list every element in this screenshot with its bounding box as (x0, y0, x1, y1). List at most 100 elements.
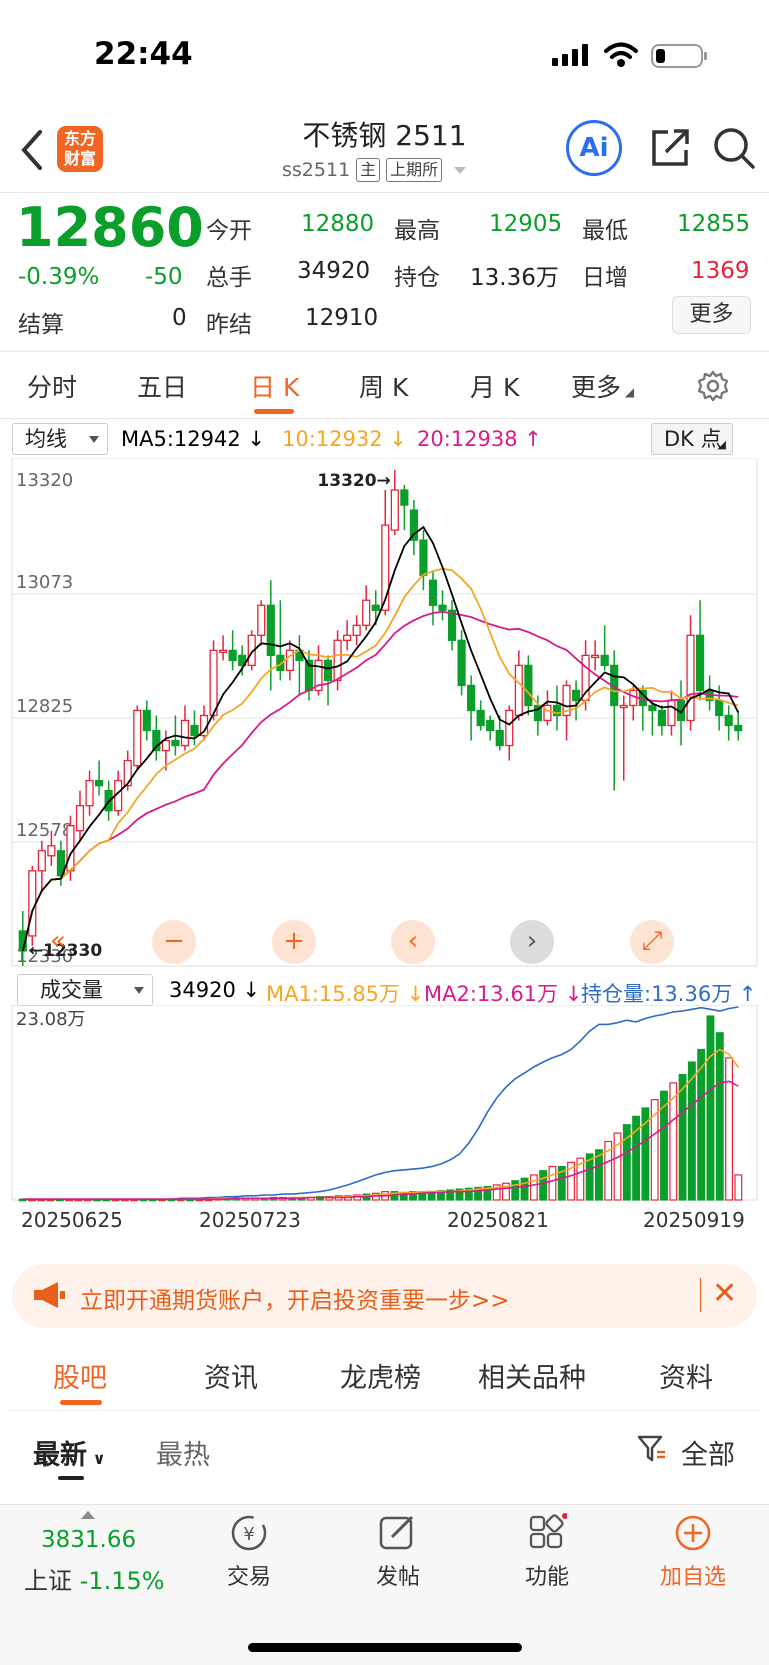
dk-point-button[interactable]: DK 点 ◢ (651, 423, 733, 455)
volume-indicator-select[interactable]: 成交量 (17, 974, 153, 1006)
last-price: 12860 (16, 196, 204, 259)
candle (505, 705, 514, 761)
candle-body (95, 779, 104, 787)
volume-bar (622, 1124, 631, 1201)
share-icon[interactable] (648, 126, 692, 170)
candle (133, 705, 142, 771)
volume-bar (660, 1090, 668, 1201)
candle (352, 615, 361, 646)
ma5-line (21, 525, 740, 952)
candle-body (285, 649, 294, 672)
change-percent: -0.39% (18, 264, 100, 290)
candle (619, 695, 628, 781)
candle (276, 600, 285, 681)
candle (552, 685, 562, 731)
filter-all[interactable]: 全部 (681, 1440, 735, 1471)
candle (238, 645, 247, 676)
prev-settle-label: 昨结 (206, 312, 252, 338)
more-button[interactable]: 更多 (672, 296, 751, 334)
candle (600, 625, 609, 671)
ai-button[interactable]: Ai (566, 120, 622, 176)
nav-functions[interactable]: 功能 (507, 1513, 587, 1591)
open-interest-legend: 持仓量:13.36万 ↑ (581, 982, 757, 1006)
tab-monthly-k[interactable]: 月 K (470, 373, 520, 402)
tab-weekly-k[interactable]: 周 K (359, 373, 409, 402)
filter-icon[interactable] (637, 1434, 667, 1464)
open-account-banner[interactable]: 立即开通期货账户，开启投资重要一步>> ✕ (12, 1264, 757, 1328)
candle (390, 470, 399, 536)
tab-five-day[interactable]: 五日 (137, 373, 188, 402)
tab-news[interactable]: 资讯 (204, 1363, 258, 1394)
tab-dragon-tiger[interactable]: 龙虎榜 (340, 1363, 421, 1394)
candle-body (467, 684, 476, 712)
nav-add-watchlist[interactable]: 加自选 (653, 1513, 733, 1591)
candle (37, 840, 46, 891)
close-icon[interactable]: ✕ (712, 1276, 738, 1311)
contract-subtitle[interactable]: ss2511 主 上期所 (282, 158, 467, 182)
active-tab-indicator (60, 1400, 102, 1405)
tab-profile[interactable]: 资料 (659, 1363, 713, 1394)
candle (228, 630, 237, 671)
volume-bar (455, 1188, 464, 1201)
zoom-out-button[interactable]: − (152, 920, 196, 964)
candle-body (648, 704, 657, 712)
scroll-right-button[interactable]: › (510, 920, 554, 964)
volume-bar (613, 1132, 622, 1201)
exchange-tag: 上期所 (386, 158, 443, 182)
settle-value: 0 (172, 305, 187, 331)
scroll-left-button[interactable]: ‹ (391, 920, 435, 964)
candle (333, 630, 342, 691)
kline-chart[interactable]: 13320 13073 12825 12578 12330 13320→ ←12330 (0, 458, 769, 968)
sort-hot[interactable]: 最热 (156, 1440, 210, 1471)
candle (180, 705, 190, 751)
index-name-change[interactable]: 上证 -1.15% (24, 1567, 165, 1595)
candle (343, 620, 352, 651)
candle (257, 600, 266, 646)
tab-intraday[interactable]: 分时 (27, 373, 78, 402)
volume-ma2-legend: MA2:13.61万 ↓ (424, 982, 583, 1006)
index-value[interactable]: 3831.66 (41, 1527, 137, 1553)
chevron-down-icon (454, 166, 467, 174)
open-interest-label: 持仓 (394, 265, 440, 291)
volume-label: 总手 (206, 265, 252, 291)
gear-icon[interactable] (697, 370, 729, 402)
candle (610, 650, 619, 791)
candle (161, 730, 170, 771)
volume-bar (576, 1157, 585, 1201)
prev-settle-value: 12910 (305, 305, 379, 331)
tab-guba[interactable]: 股吧 (53, 1363, 107, 1394)
nav-trade[interactable]: ¥ 交易 (209, 1513, 289, 1591)
volume-bar (548, 1165, 557, 1201)
candle (314, 645, 323, 696)
candle-body (571, 689, 581, 702)
candle-body (600, 654, 609, 667)
candle-body (142, 709, 151, 732)
indicator-select[interactable]: 均线 (12, 423, 108, 455)
candle-body (75, 805, 85, 832)
candle-body (133, 709, 142, 767)
sort-latest[interactable]: 最新 ∨ (33, 1440, 106, 1471)
ma20-line (21, 610, 739, 952)
volume-bar (734, 1174, 743, 1201)
nav-post[interactable]: 发帖 (358, 1513, 438, 1591)
date-label: 20250821 (447, 1208, 549, 1232)
volume-chart[interactable]: 23.08万 (0, 1005, 769, 1205)
volume-bar (604, 1140, 613, 1201)
candle (495, 715, 504, 751)
candle-body (447, 609, 457, 641)
tab-daily-k[interactable]: 日 K (250, 373, 300, 402)
candle (629, 685, 638, 721)
volume-bar (715, 1032, 724, 1201)
high-label: 最高 (394, 218, 440, 244)
tab-related[interactable]: 相关品种 (478, 1363, 586, 1394)
volume-bar (511, 1180, 520, 1201)
search-icon[interactable] (712, 126, 756, 170)
zoom-in-button[interactable]: + (272, 920, 316, 964)
home-indicator (248, 1643, 522, 1652)
fullscreen-button[interactable]: ⤢ (630, 920, 674, 964)
candle (266, 580, 275, 691)
scroll-start-button[interactable]: « (50, 926, 66, 956)
candle (571, 680, 581, 721)
tab-more[interactable]: 更多 ◢ (571, 373, 635, 402)
back-arrow-icon[interactable] (16, 128, 46, 172)
